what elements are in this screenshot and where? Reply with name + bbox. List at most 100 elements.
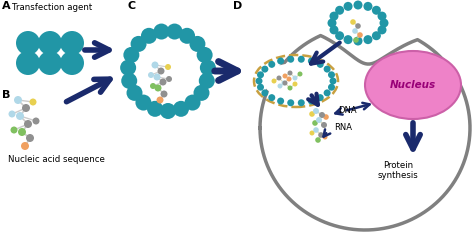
Text: Transfection agent: Transfection agent (12, 3, 92, 12)
Circle shape (372, 6, 381, 15)
Circle shape (33, 117, 39, 124)
Circle shape (350, 19, 356, 25)
Circle shape (380, 18, 389, 27)
Circle shape (127, 85, 143, 101)
Circle shape (317, 61, 324, 68)
Circle shape (154, 24, 169, 40)
Circle shape (321, 122, 327, 128)
Circle shape (121, 73, 137, 89)
Ellipse shape (263, 63, 329, 99)
Circle shape (136, 95, 151, 111)
Circle shape (329, 12, 338, 21)
Circle shape (329, 78, 337, 85)
Text: Nucleic acid sequence: Nucleic acid sequence (8, 155, 105, 164)
Circle shape (173, 101, 189, 117)
Circle shape (355, 23, 361, 29)
Circle shape (292, 82, 298, 86)
Circle shape (298, 56, 305, 63)
Circle shape (317, 94, 324, 101)
Circle shape (257, 71, 264, 78)
Circle shape (288, 86, 292, 90)
Circle shape (353, 37, 359, 43)
Circle shape (150, 83, 156, 89)
Circle shape (357, 32, 363, 38)
Circle shape (277, 83, 283, 89)
Circle shape (364, 35, 373, 44)
Circle shape (377, 12, 386, 21)
Circle shape (287, 99, 294, 106)
Circle shape (29, 99, 36, 106)
Text: RNA: RNA (334, 123, 352, 132)
Circle shape (197, 47, 213, 63)
Circle shape (324, 89, 331, 96)
Circle shape (184, 95, 201, 111)
Circle shape (319, 112, 325, 118)
Circle shape (313, 127, 319, 133)
Circle shape (147, 101, 163, 117)
Polygon shape (260, 36, 470, 230)
Circle shape (190, 36, 205, 52)
Circle shape (26, 134, 34, 142)
Circle shape (120, 60, 136, 76)
Circle shape (255, 78, 263, 85)
Circle shape (328, 18, 337, 27)
Circle shape (38, 51, 62, 75)
Circle shape (283, 80, 288, 86)
Circle shape (130, 36, 146, 52)
Circle shape (354, 0, 363, 10)
Circle shape (282, 80, 286, 86)
Circle shape (16, 51, 40, 75)
Circle shape (377, 25, 386, 34)
Circle shape (313, 108, 319, 114)
Circle shape (312, 120, 318, 126)
Circle shape (193, 85, 210, 101)
Circle shape (261, 89, 268, 96)
Circle shape (344, 35, 353, 44)
Circle shape (272, 79, 276, 83)
Circle shape (200, 60, 216, 76)
Circle shape (160, 103, 176, 119)
Circle shape (298, 99, 305, 106)
Circle shape (354, 37, 363, 45)
Circle shape (261, 66, 268, 73)
Circle shape (16, 31, 40, 55)
Circle shape (123, 47, 139, 63)
Circle shape (277, 58, 284, 65)
Circle shape (308, 58, 315, 65)
Circle shape (21, 142, 29, 150)
Circle shape (166, 76, 172, 82)
Circle shape (276, 75, 282, 80)
Circle shape (328, 84, 335, 91)
Circle shape (322, 134, 328, 140)
Circle shape (16, 112, 24, 120)
Circle shape (155, 85, 162, 92)
Circle shape (156, 96, 164, 103)
Text: A: A (2, 1, 10, 11)
Circle shape (328, 71, 335, 78)
Circle shape (38, 31, 62, 55)
Circle shape (148, 72, 154, 78)
Circle shape (141, 28, 157, 44)
Circle shape (268, 94, 275, 101)
Circle shape (14, 96, 22, 104)
Circle shape (152, 62, 158, 69)
Circle shape (308, 98, 315, 105)
Circle shape (268, 61, 275, 68)
Circle shape (335, 6, 344, 15)
Circle shape (165, 64, 171, 70)
Circle shape (283, 73, 288, 79)
Circle shape (9, 110, 16, 117)
Circle shape (324, 66, 331, 73)
Text: Protein
synthesis: Protein synthesis (378, 161, 419, 180)
Circle shape (166, 24, 182, 40)
Ellipse shape (365, 51, 461, 119)
Circle shape (24, 120, 32, 128)
Circle shape (286, 76, 292, 82)
Circle shape (298, 72, 302, 76)
Circle shape (316, 117, 322, 123)
Circle shape (288, 71, 292, 75)
Text: B: B (2, 90, 10, 100)
Circle shape (335, 31, 344, 40)
Circle shape (315, 137, 321, 143)
Circle shape (292, 75, 298, 80)
